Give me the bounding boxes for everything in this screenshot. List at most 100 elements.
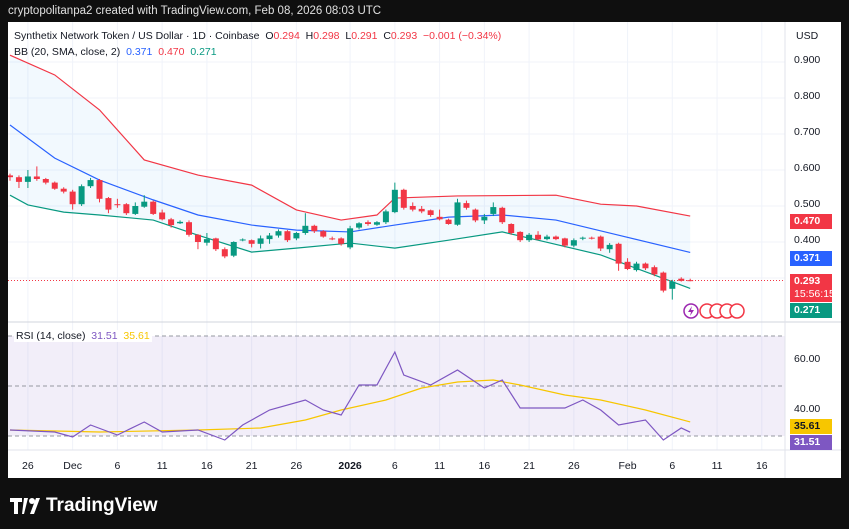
candle-body — [114, 204, 121, 206]
candle-body — [132, 206, 139, 214]
candle-body — [230, 242, 237, 256]
candle-body — [651, 267, 658, 275]
candle-body — [418, 208, 425, 212]
candle-body — [203, 239, 210, 243]
candle-body — [51, 182, 58, 189]
candle-body — [535, 234, 542, 240]
candle-body — [168, 219, 175, 226]
candle-body — [481, 216, 488, 221]
candle-body — [687, 280, 694, 282]
time-tick: 6 — [391, 460, 398, 472]
candle-body — [615, 243, 622, 264]
bar-countdown: 15:56:15 — [794, 288, 835, 300]
candle-body — [463, 203, 470, 208]
candle-body — [311, 225, 318, 232]
bb-upper-value: 0.470 — [158, 46, 185, 58]
close-label: C — [383, 30, 391, 42]
time-tick: 21 — [523, 460, 535, 472]
candle-body — [320, 231, 327, 237]
bb-lower-line — [9, 194, 691, 290]
time-tick: 16 — [478, 460, 491, 472]
price-tick: 0.800 — [794, 90, 821, 102]
rsi-legend[interactable]: RSI (14, close) 31.51 35.61 — [14, 330, 152, 342]
rsi-ma-value: 35.61 — [123, 330, 150, 342]
candle-body — [642, 263, 649, 269]
bb-upper-line — [9, 54, 691, 221]
high-label: H — [305, 30, 314, 42]
chart-credit: cryptopolitanpa2 created with TradingVie… — [8, 5, 382, 17]
bb-mid-value: 0.371 — [126, 46, 153, 58]
time-tick: 16 — [755, 460, 768, 472]
symbol-title: Synthetix Network Token / US Dollar · 1D… — [14, 30, 260, 42]
candle-body — [508, 224, 515, 233]
price-tick: 0.600 — [794, 162, 821, 174]
candle-body — [606, 244, 613, 250]
candle-body — [373, 222, 380, 225]
candle-body — [8, 175, 13, 178]
bb-legend[interactable]: BB (20, SMA, close, 2) 0.371 0.470 0.271 — [14, 46, 217, 58]
rsi-tag: 31.51 — [790, 435, 832, 450]
price-tick: 0.400 — [794, 234, 821, 246]
time-tick: 26 — [568, 460, 580, 472]
candle-body — [24, 176, 31, 182]
rsi-tick: 60.00 — [794, 353, 821, 365]
candle-body — [570, 240, 577, 246]
candle-body — [42, 179, 49, 183]
time-tick: 6 — [669, 460, 676, 472]
candle-body — [15, 177, 22, 182]
last-price: 0.293 — [794, 275, 821, 287]
candle-body — [293, 233, 300, 239]
bb-middle-tag: 0.371 — [790, 251, 832, 266]
candle-body — [194, 234, 201, 242]
candle-body — [356, 223, 363, 228]
open-value: 0.294 — [273, 30, 300, 42]
time-tick: 11 — [156, 460, 168, 472]
candle-body — [409, 206, 416, 210]
candle-body — [552, 236, 559, 240]
candle-body — [87, 180, 94, 187]
tradingview-logo[interactable]: TradingView — [10, 495, 158, 517]
time-tick: Feb — [618, 460, 637, 472]
time-tick: 16 — [201, 460, 213, 472]
candle-body — [678, 278, 685, 281]
candle-body — [69, 191, 76, 205]
candle-body — [490, 207, 497, 214]
candle-body — [391, 189, 398, 213]
low-value: 0.291 — [351, 30, 378, 42]
candle-body — [526, 234, 533, 241]
candle-body — [660, 272, 667, 291]
candle-body — [105, 198, 112, 210]
candle-body — [579, 237, 586, 239]
footer: TradingView — [0, 478, 849, 529]
rsi-ma-tag: 35.61 — [790, 419, 832, 434]
candle-body — [78, 186, 85, 205]
candle-body — [159, 212, 166, 220]
candle-body — [329, 238, 336, 240]
price-tick: 0.900 — [794, 54, 821, 66]
price-tick: 0.500 — [794, 198, 821, 210]
bb-lower-tag: 0.271 — [790, 303, 832, 318]
candle-body — [427, 210, 434, 215]
candle-body — [445, 219, 452, 224]
open-label: O — [265, 30, 274, 42]
candle-body — [186, 222, 192, 235]
candle-body — [302, 225, 309, 233]
rsi-value: 31.51 — [91, 330, 118, 342]
candle-body — [141, 201, 148, 207]
chart-canvas[interactable] — [8, 22, 841, 478]
candle-body — [96, 180, 103, 199]
candle-body — [212, 238, 219, 250]
candle-body — [257, 238, 264, 244]
candle-body — [400, 189, 407, 208]
rsi-tick: 40.00 — [794, 403, 821, 415]
chart-frame[interactable]: Synthetix Network Token / US Dollar · 1D… — [8, 22, 841, 478]
candle-body — [239, 239, 246, 241]
currency-label[interactable]: USD — [796, 30, 819, 42]
candle-body — [177, 221, 184, 224]
bb-label: BB (20, SMA, close, 2) — [14, 46, 121, 58]
candle-body — [624, 261, 631, 269]
candle-body — [544, 236, 550, 240]
candle-body — [150, 201, 157, 214]
rsi-ma-line — [9, 379, 691, 433]
lightning-glyph — [688, 306, 694, 316]
